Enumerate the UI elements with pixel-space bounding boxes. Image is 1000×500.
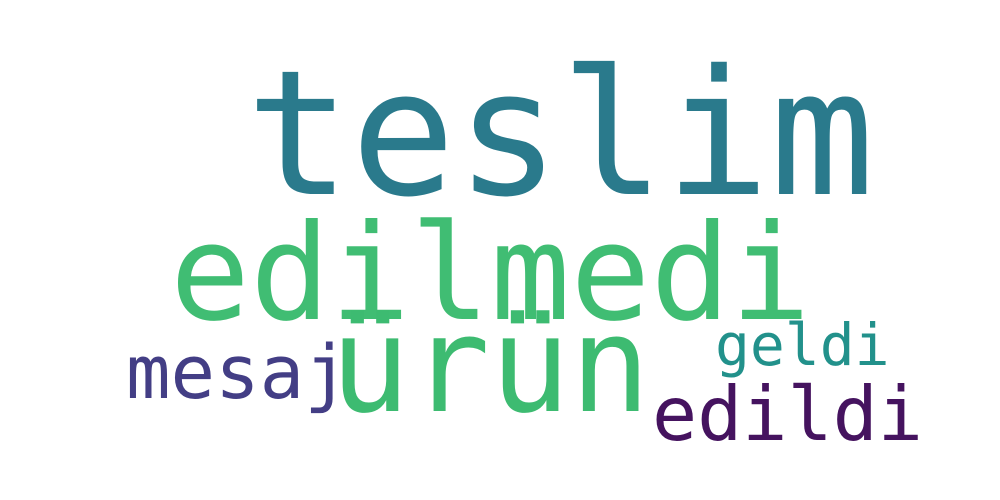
word-geldi: geldi: [715, 311, 890, 379]
word-urun: ürün: [330, 289, 651, 443]
word-teslim: teslim: [246, 33, 875, 236]
word-edilmedi: edilmedi: [170, 197, 811, 351]
word-mesaj: mesaj: [126, 330, 349, 416]
word-edildi: edildi: [652, 370, 923, 458]
